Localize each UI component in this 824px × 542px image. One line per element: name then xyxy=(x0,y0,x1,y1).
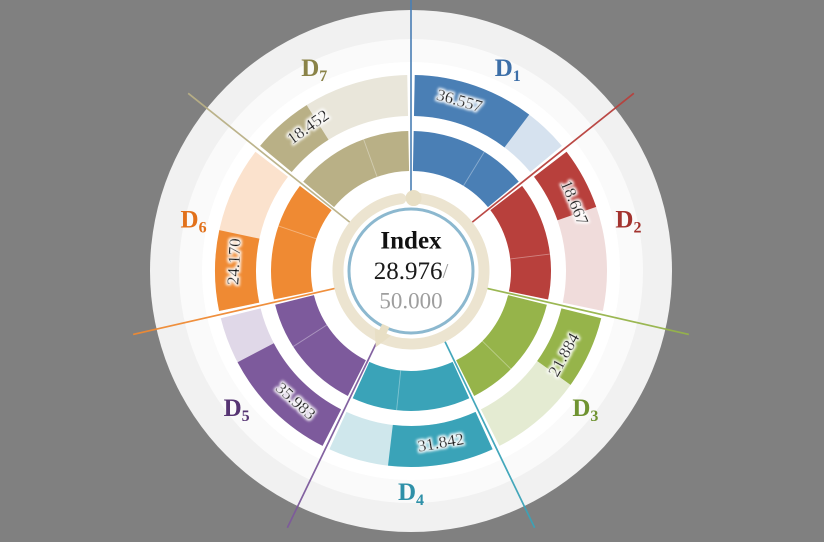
sector-label-D6: D6 xyxy=(181,206,207,236)
sector-divider-D7 xyxy=(187,92,356,227)
sector-label-D5: D5 xyxy=(224,395,250,425)
gauge-max-value: 50.000 xyxy=(379,288,442,313)
gauge-track-arc xyxy=(332,192,490,350)
sector-label-D3: D3 xyxy=(572,395,598,425)
outer-ring-fill-D4[interactable] xyxy=(388,411,493,467)
gauge-text-group: Index 28.976/ 50.000 xyxy=(374,228,449,314)
gauge-value-number: 28.976 xyxy=(374,258,443,285)
sector-label-letter-D5: D xyxy=(224,395,242,422)
sector-label-letter-D6: D xyxy=(181,206,199,233)
gauge-inner-circle xyxy=(347,207,475,335)
sector-label-D7: D7 xyxy=(301,55,327,85)
inner-ring-fill-D4[interactable] xyxy=(352,361,470,412)
sector-label-index-D1: 1 xyxy=(513,68,521,85)
outer-ring-fill-D3[interactable] xyxy=(537,308,602,385)
sector-label-D1: D1 xyxy=(495,55,521,85)
sector-label-index-D2: 2 xyxy=(633,219,641,236)
sector-label-D2: D2 xyxy=(615,206,641,236)
gauge-value: 28.976/ xyxy=(374,258,449,285)
inner-ring-fill-D6[interactable] xyxy=(271,185,332,300)
outer-ring-fill-D2[interactable] xyxy=(534,151,597,221)
gauge-title: Index xyxy=(380,228,442,255)
sector-label-index-D5: 5 xyxy=(242,408,250,425)
sector-label-index-D7: 7 xyxy=(319,68,327,85)
sector-label-letter-D2: D xyxy=(615,206,633,233)
outer-ring-fill-D7[interactable] xyxy=(260,105,329,173)
inner-ring-tick-D5 xyxy=(292,324,328,347)
sector-label-index-D4: 4 xyxy=(416,492,424,509)
sector-divider-D3 xyxy=(481,286,690,336)
outer-ring-fill-D6[interactable] xyxy=(214,230,260,311)
sector-label-letter-D7: D xyxy=(301,55,319,82)
inner-ring-tick-D4 xyxy=(396,370,402,411)
gauge-start-cap xyxy=(405,190,422,207)
sector-divider-D5 xyxy=(286,335,381,529)
sector-label-letter-D1: D xyxy=(495,55,513,82)
sector-rings xyxy=(214,75,607,468)
inner-ring-tick-D6 xyxy=(278,225,317,240)
inner-ring-fill-D1[interactable] xyxy=(412,131,519,208)
inner-ring-fill-D5[interactable] xyxy=(275,295,366,396)
inner-ring-tick-D7 xyxy=(363,139,378,178)
sector-label-index-D3: 3 xyxy=(590,408,598,425)
outer-ring-fill-D1[interactable] xyxy=(413,75,530,148)
gauge-pointer-arrow xyxy=(374,323,392,348)
inner-ring-tick-D1 xyxy=(463,151,485,187)
inner-ring-fill-D3[interactable] xyxy=(456,295,547,396)
center-index-gauge xyxy=(332,190,490,350)
sector-divider-D6 xyxy=(132,286,341,336)
sector-divider-D2 xyxy=(466,92,635,227)
sector-label-letter-D3: D xyxy=(572,395,590,422)
gauge-separator: / xyxy=(442,259,448,283)
inner-ring-tick-D2 xyxy=(510,253,551,260)
inner-ring-fill-D2[interactable] xyxy=(490,185,551,300)
outer-ring-fill-D5[interactable] xyxy=(237,343,342,446)
sector-label-D4: D4 xyxy=(398,479,424,509)
sector-dividers xyxy=(132,0,690,529)
sector-label-letter-D4: D xyxy=(398,479,416,506)
inner-ring-fill-D7[interactable] xyxy=(303,131,410,208)
value-label-D6: 24.170 xyxy=(223,238,244,286)
inner-ring-tick-D3 xyxy=(482,340,512,370)
sector-label-index-D6: 6 xyxy=(199,219,207,236)
sector-divider-D4 xyxy=(441,335,536,529)
